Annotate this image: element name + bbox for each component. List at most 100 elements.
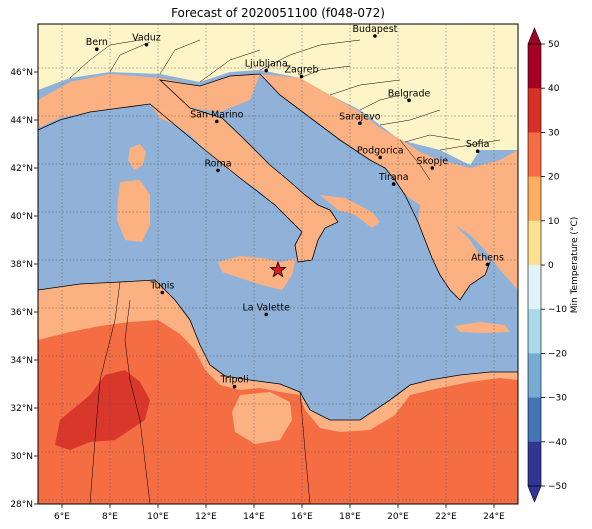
city-dot-icon — [391, 182, 396, 186]
lon-tick-label: 10°E — [147, 512, 169, 522]
city-label: Skopje — [417, 156, 449, 167]
border-lines — [69, 39, 501, 505]
lon-tick-label: 20°E — [387, 512, 409, 522]
lat-tick-label: 32°N — [10, 404, 33, 414]
latitude-ticks: 28°N 30°N 32°N 34°N 36°N 38°N 40°N 42°N 44°N 46°N — [10, 68, 38, 510]
colorbar-tick-label: 30 — [548, 128, 560, 138]
city-label: Podgorica — [357, 145, 404, 156]
colorbar-segment — [528, 353, 541, 399]
lat-tick-label: 38°N — [10, 260, 33, 270]
city-dot-icon — [216, 168, 220, 173]
land-desert-mild-patch — [232, 392, 292, 444]
lat-tick-label: 44°N — [10, 116, 33, 126]
lon-tick-label: 16°E — [291, 512, 313, 522]
lon-tick-label: 18°E — [339, 512, 361, 522]
city-label: Tunis — [149, 281, 174, 292]
city-dot-icon — [95, 47, 99, 51]
city-label: Bern — [86, 37, 108, 48]
city-label: Budapest — [352, 24, 397, 35]
colorbar: 50 40 30 20 10 0 −10 −20 −30 −40 −50 Min Temperatu… — [527, 27, 580, 503]
colorbar-segment — [528, 265, 541, 310]
city-dot-icon — [358, 121, 362, 126]
lon-tick-label: 8°E — [102, 512, 118, 522]
land-sardinia — [117, 180, 150, 242]
lon-tick-label: 6°E — [54, 512, 70, 522]
city-label: Sofia — [466, 139, 490, 150]
city-dot-icon — [232, 384, 237, 389]
land-crete — [455, 322, 510, 333]
lat-tick-label: 36°N — [10, 308, 33, 318]
colorbar-tick-label: 50 — [548, 40, 560, 50]
city-label: Vaduz — [132, 33, 161, 44]
colorbar-tick-label: 0 — [548, 261, 554, 271]
longitude-ticks: 6°E 8°E 10°E 12°E 14°E 16°E 18°E 20°E 22°E 24°E — [54, 504, 505, 522]
colorbar-segment — [528, 309, 541, 354]
colorbar-segment — [528, 441, 541, 487]
lon-tick-label: 12°E — [195, 512, 217, 522]
graticule — [38, 24, 518, 504]
colorbar-tick-label: −20 — [548, 349, 567, 359]
city-label: Sarajevo — [339, 111, 381, 122]
colorbar-tick-label: 20 — [548, 173, 560, 183]
city-dot-icon — [373, 34, 377, 38]
colorbar-bottom-extension — [527, 485, 542, 503]
land-hot-zone — [55, 370, 150, 450]
lat-tick-label: 34°N — [10, 356, 33, 366]
colorbar-segment — [528, 132, 541, 178]
city-label: Athens — [471, 252, 504, 263]
colorbar-segment — [528, 88, 541, 133]
city-label: Zagreb — [285, 65, 319, 76]
city-dot-icon — [475, 149, 480, 153]
colorbar-tick-label: −10 — [548, 305, 567, 315]
land-corsica — [128, 144, 146, 170]
city-label: Roma — [204, 158, 231, 169]
lat-tick-label: 28°N — [10, 500, 33, 510]
city-dot-icon — [407, 98, 411, 103]
land-italy-heel — [320, 195, 380, 228]
land-greece — [418, 205, 490, 300]
colorbar-tick-label: 40 — [548, 84, 560, 94]
lat-tick-label: 40°N — [10, 212, 33, 222]
city-label: Tirana — [378, 172, 409, 183]
city-dot-icon — [160, 290, 165, 295]
map-title: Forecast of 2020051100 (f048-072) — [171, 6, 385, 20]
colorbar-segment — [528, 397, 541, 443]
city-label: San Marino — [190, 109, 243, 120]
colorbar-tick-label: −50 — [548, 482, 567, 492]
colorbar-ticks: 50 40 30 20 10 0 −10 −20 −30 −40 −50 — [541, 40, 567, 492]
city-label: Tripoli — [220, 375, 249, 386]
lat-tick-label: 46°N — [10, 68, 33, 78]
lon-tick-label: 24°E — [483, 512, 505, 522]
colorbar-segment — [528, 220, 541, 266]
city-dot-icon — [430, 166, 435, 170]
city-dot-icon — [485, 262, 490, 267]
lon-tick-label: 14°E — [243, 512, 265, 522]
colorbar-segment — [528, 44, 541, 89]
land-sicily — [218, 256, 296, 290]
colorbar-segment — [528, 176, 541, 222]
city-dot-icon — [215, 119, 219, 124]
colorbar-tick-label: −30 — [548, 394, 567, 404]
lon-tick-label: 22°E — [435, 512, 457, 522]
lat-tick-label: 42°N — [10, 164, 33, 174]
colorbar-tick-label: 10 — [548, 217, 560, 227]
city-dot-icon — [264, 68, 269, 73]
city-label: La Valette — [242, 302, 290, 313]
city-label: Belgrade — [388, 88, 431, 99]
city-dot-icon — [264, 312, 269, 317]
colorbar-segments — [528, 44, 541, 487]
coastline-africa — [37, 279, 518, 421]
location-marker — [269, 260, 287, 278]
city-dot-icon — [144, 42, 149, 47]
city-dot-icon — [299, 74, 304, 79]
colorbar-label: Min Temperature (°C) — [570, 217, 580, 314]
star-marker-icon — [269, 260, 287, 278]
lat-tick-label: 30°N — [10, 452, 33, 462]
city-dot-icon — [378, 155, 383, 160]
colorbar-top-extension — [527, 27, 542, 45]
colorbar-tick-label: −40 — [548, 438, 567, 448]
coastline-north — [37, 73, 491, 301]
